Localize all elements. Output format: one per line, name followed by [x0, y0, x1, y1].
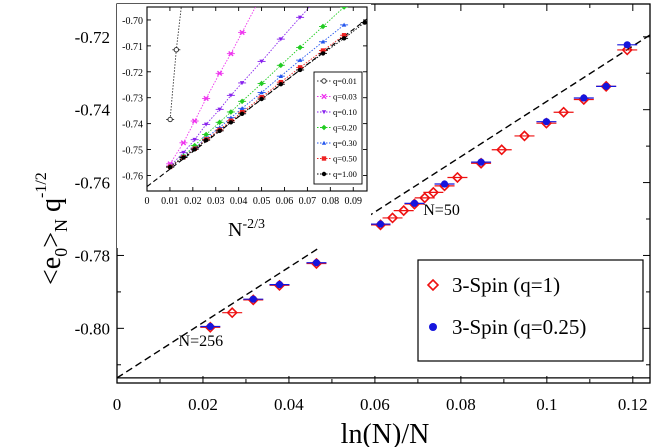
y-tick-label: -0.72 — [75, 28, 110, 47]
inset-legend: q=0.01 q=0.03 q=0.10 q=0.20 q=0.30 q=0.50 q=1.… — [314, 72, 362, 184]
inset-legend-marker — [322, 79, 326, 83]
inset-x-label-base: N — [228, 219, 242, 241]
inset-legend-label: q=0.01 — [333, 76, 357, 86]
y-tick-label: -0.74 — [75, 101, 111, 120]
y-tick-label: -0.80 — [75, 319, 110, 338]
inset-x-tick-label: 0.03 — [207, 196, 225, 207]
y-axis-label-part: > — [36, 232, 67, 248]
y-axis-label: <e0>N q-1/2 — [33, 172, 71, 285]
q025-point — [411, 200, 418, 207]
inset-x-tick-label: 0.01 — [161, 196, 179, 207]
point-annotation: N=50 — [423, 202, 460, 219]
x-axis-label: ln(N)/N — [341, 419, 430, 447]
inset-point — [181, 155, 185, 159]
inset-point — [240, 112, 244, 116]
q025-point — [250, 296, 257, 303]
y-axis-label-part: N — [51, 219, 71, 232]
inset-point — [217, 129, 221, 133]
x-tick-label: 0 — [113, 395, 122, 414]
inset-point — [192, 147, 196, 151]
inset-y-tick-label: -0.72 — [122, 68, 143, 79]
x-tick-label: 0.08 — [446, 395, 476, 414]
point-annotation: N=256 — [179, 333, 224, 350]
legend-marker-q025 — [429, 323, 437, 331]
inset-legend-label: q=0.30 — [333, 138, 357, 148]
inset-legend-marker — [322, 156, 326, 160]
y-axis-label-part: <e — [36, 257, 67, 285]
inset-point — [363, 20, 367, 24]
inset-x-label-exp: -2/3 — [242, 217, 265, 232]
inset-point — [298, 68, 302, 72]
y-tick-label: -0.76 — [75, 174, 110, 193]
legend-label-q1: 3-Spin (q=1) — [452, 273, 560, 297]
inset-plot: 0 0.01 0.02 0.03 0.04 0.05 0.06 0.07 0.08 0.09 -0.… — [117, 0, 371, 248]
inset-y-tick-label: -0.76 — [122, 171, 143, 182]
main-legend: 3-Spin (q=1) 3-Spin (q=0.25) — [418, 260, 643, 361]
q025-point — [477, 159, 484, 166]
inset-y-tick-label: -0.71 — [122, 42, 143, 53]
inset-x-tick-label: 0.04 — [230, 196, 248, 207]
inset-x-tick-label: 0 — [145, 196, 150, 207]
inset-point — [174, 48, 178, 52]
inset-y-tick-label: -0.74 — [122, 120, 143, 131]
y-axis-label-part: -1/2 — [33, 172, 50, 198]
x-tick-label: 0.02 — [188, 395, 218, 414]
inset-point — [321, 51, 325, 55]
x-tick-label: 0.06 — [360, 395, 390, 414]
q025-point — [313, 259, 320, 266]
y-tick-label: -0.78 — [75, 246, 110, 265]
inset-point — [168, 165, 172, 169]
x-tick-label: 0.04 — [274, 395, 304, 414]
y-axis-label-part: 0 — [51, 248, 71, 257]
inset-point — [342, 36, 346, 40]
inset-legend-label: q=0.03 — [333, 92, 357, 102]
legend-label-q025: 3-Spin (q=0.25) — [452, 315, 586, 339]
inset-point — [168, 117, 172, 121]
q025-point — [543, 118, 550, 125]
inset-x-tick-label: 0.06 — [276, 196, 294, 207]
inset-legend-label: q=0.10 — [333, 107, 357, 117]
inset-x-tick-label: 0.08 — [322, 196, 340, 207]
inset-point — [259, 97, 263, 101]
y-axis-label-part: q — [36, 198, 67, 219]
q025-point — [603, 83, 610, 90]
inset-point — [229, 120, 233, 124]
inset-legend-label: q=0.50 — [333, 154, 357, 164]
inset-x-tick-label: 0.09 — [345, 196, 363, 207]
inset-y-tick-label: -0.70 — [122, 16, 143, 27]
inset-legend-label: q=0.20 — [333, 123, 357, 133]
inset-x-tick-label: 0.02 — [184, 196, 202, 207]
x-tick-label: 0.12 — [618, 395, 648, 414]
inset-legend-marker — [322, 172, 326, 176]
x-tick-label: 0.1 — [536, 395, 557, 414]
q025-point — [441, 180, 448, 187]
q025-point — [207, 323, 214, 330]
q025-point — [276, 281, 283, 288]
inset-y-tick-label: -0.73 — [122, 94, 143, 105]
inset-x-tick-label: 0.05 — [253, 196, 271, 207]
inset-legend-label: q=1.00 — [333, 169, 357, 179]
inset-y-tick-label: -0.75 — [122, 146, 143, 157]
q025-point — [377, 221, 384, 228]
inset-x-tick-label: 0.07 — [299, 196, 317, 207]
inset-point — [204, 138, 208, 142]
q025-point — [624, 41, 631, 48]
inset-point — [279, 82, 283, 86]
q025-point — [580, 94, 587, 101]
